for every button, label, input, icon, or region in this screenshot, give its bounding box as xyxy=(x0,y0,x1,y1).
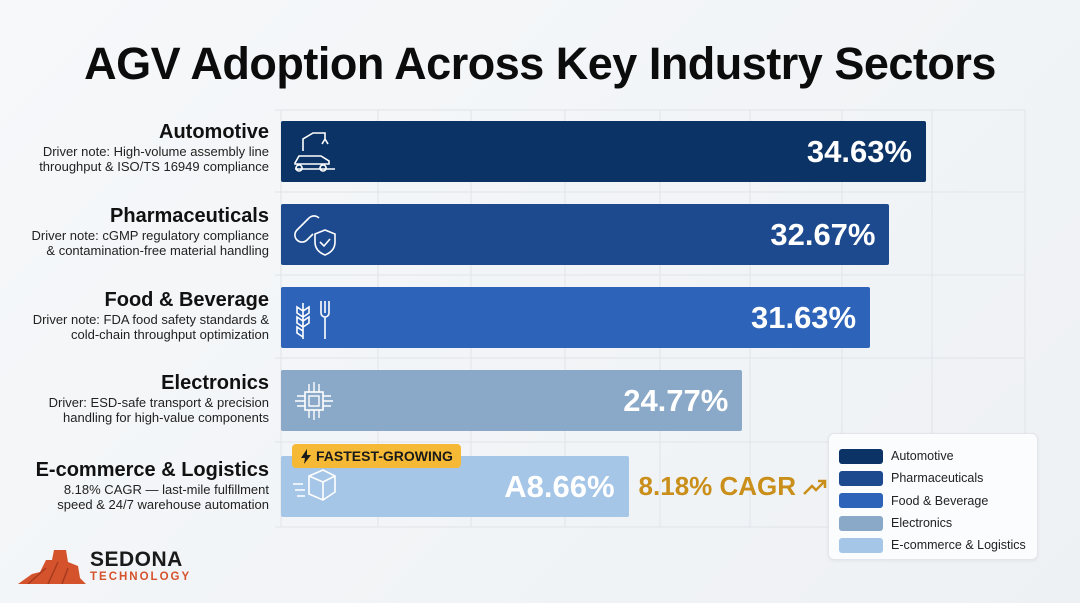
driver-note-line: Driver note: High-volume assembly line xyxy=(42,144,269,159)
category-label: Pharmaceuticals Driver note: cGMP regula… xyxy=(32,205,269,258)
data-label: 24.77% xyxy=(623,382,729,418)
legend-label: Electronics xyxy=(891,516,953,531)
driver-note-line: Driver note: cGMP regulatory compliance xyxy=(31,228,269,243)
driver-note-line: & contamination-free material handling xyxy=(46,243,269,258)
legend-label: Automotive xyxy=(891,449,954,464)
legend-item: Food & Beverage xyxy=(839,490,1037,512)
data-label: 31.63% xyxy=(750,299,857,335)
legend: Automotive Pharmaceuticals Food & Beverage… xyxy=(828,433,1038,560)
bar: 34.63% xyxy=(281,121,926,182)
driver-note-line: 8.18% CAGR — last-mile fulfillment xyxy=(63,482,269,497)
badge-label: FASTEST-GROWING xyxy=(316,448,453,464)
driver-note-line: handling for high-value components xyxy=(63,410,269,425)
legend-swatch xyxy=(839,515,883,531)
legend-swatch xyxy=(839,493,883,509)
mesa-logo-icon xyxy=(18,550,86,584)
driver-note-line: cold-chain throughput optimization xyxy=(70,327,269,342)
driver-note-line: throughput & ISO/TS 16949 compliance xyxy=(39,159,269,174)
chart-title: AGV Adoption Across Key Industry Sectors xyxy=(84,38,996,89)
legend-item: E-commerce & Logistics xyxy=(839,534,1037,556)
legend-label: Food & Beverage xyxy=(891,493,989,508)
data-label: A8.66% xyxy=(504,468,615,504)
legend-item: Automotive xyxy=(839,445,1037,467)
legend-label: E-commerce & Logistics xyxy=(891,538,1026,553)
category-label: Automotive Driver note: High-volume asse… xyxy=(39,121,269,174)
legend-item: Electronics xyxy=(839,512,1037,534)
category-name: Automotive xyxy=(159,121,269,143)
logo-sub: TECHNOLOGY xyxy=(90,571,192,583)
package-icon xyxy=(293,469,336,501)
legend-swatch xyxy=(839,537,883,553)
category-name: Pharmaceuticals xyxy=(110,205,269,227)
driver-note-line: Driver: ESD-safe transport & precision xyxy=(48,395,269,410)
trend-up-icon xyxy=(803,479,827,495)
driver-note-line: speed & 24/7 warehouse automation xyxy=(57,497,269,512)
cagr-annotation: 8.18% CAGR xyxy=(639,471,829,502)
category-label: Electronics Driver: ESD-safe transport &… xyxy=(49,372,269,425)
cagr-label: 8.18% CAGR xyxy=(638,471,797,501)
chip-icon xyxy=(295,382,333,420)
data-label: 32.67% xyxy=(770,216,876,252)
driver-note-line: Driver note: FDA food safety standards & xyxy=(32,312,269,327)
bar: 24.77% xyxy=(281,370,743,431)
legend-swatch xyxy=(839,448,883,464)
category-label: Food & Beverage Driver note: FDA food sa… xyxy=(33,289,269,342)
bar: 32.67% xyxy=(281,204,890,265)
category-name: Food & Beverage xyxy=(104,289,269,311)
robot-arm-car-icon xyxy=(294,132,335,172)
logo-name: SEDONA xyxy=(90,548,183,571)
legend-label: Pharmaceuticals xyxy=(891,471,984,486)
wheat-fork-icon xyxy=(296,301,330,339)
data-label: 34.63% xyxy=(806,133,912,169)
bar: 31.63% xyxy=(281,287,871,348)
pill-shield-icon xyxy=(294,215,336,256)
category-label: E-commerce & Logistics 8.18% CAGR — last… xyxy=(36,459,269,512)
sedona-logo: SEDONA TECHNOLOGY xyxy=(18,548,191,584)
legend-swatch xyxy=(839,470,883,486)
category-name: E-commerce & Logistics xyxy=(35,459,269,481)
lightning-icon xyxy=(301,448,311,464)
fastest-growing-badge: FASTEST-GROWING xyxy=(292,444,461,468)
category-name: Electronics xyxy=(161,372,269,394)
legend-item: Pharmaceuticals xyxy=(839,467,1037,489)
